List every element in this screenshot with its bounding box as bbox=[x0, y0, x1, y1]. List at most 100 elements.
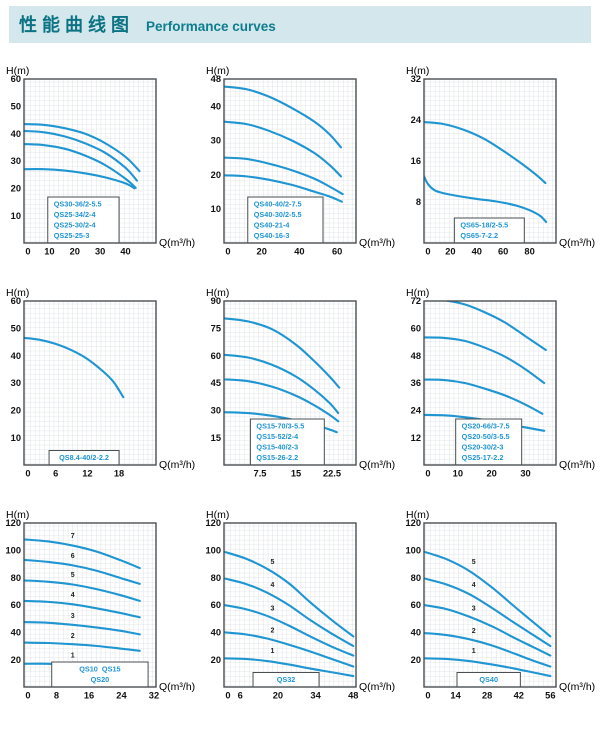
x-tick-label: 28 bbox=[482, 691, 492, 701]
x-axis-title: Q(m³/h) bbox=[159, 459, 195, 471]
curve-QS25-34/2-4 bbox=[24, 129, 139, 182]
y-tick-label: 48 bbox=[411, 351, 421, 361]
curve-QS40-21-4 bbox=[224, 156, 344, 196]
origin-label: 0 bbox=[225, 247, 230, 257]
curve-QS40-40/2-7.5 bbox=[224, 85, 342, 149]
curve-number-label: 4 bbox=[271, 582, 275, 589]
x-tick-label: 22.5 bbox=[323, 469, 341, 479]
y-tick-label: 40 bbox=[11, 351, 21, 361]
curve-number-label: 4 bbox=[472, 582, 476, 589]
chart-cell-qs40-series: QS40-40/2-7.5 QS40-30/2-5.5 QS40-21-4 QS40-… bbox=[202, 63, 402, 263]
legend-box bbox=[453, 217, 525, 244]
y-tick-label: 60 bbox=[11, 296, 21, 306]
y-tick-label: 120 bbox=[205, 518, 221, 528]
y-axis-title: H(m) bbox=[206, 287, 229, 299]
x-tick-label: 60 bbox=[332, 247, 342, 257]
page-title-cn: 性能曲线图 bbox=[19, 15, 134, 35]
chart-cell-qs40-stages: 5 4 3 2 1 QS40 20 40 60 80 100 120 14 28 42 56 0 H(m) Q(m³… bbox=[402, 507, 600, 707]
plot-border bbox=[423, 300, 557, 466]
x-tick-label: 20 bbox=[257, 247, 267, 257]
legend-entry: QS25-30/2-4 bbox=[54, 221, 97, 230]
x-tick-label: 30 bbox=[520, 469, 530, 479]
chart-cell-qs8-4: QS8.4-40/2-2.2 10 20 30 40 50 60 6 12 18 0 H(m) Q(m³… bbox=[2, 285, 202, 485]
x-tick-label: 20 bbox=[70, 247, 80, 257]
curve-number-label: 5 bbox=[71, 572, 75, 579]
curve-number-label: 1 bbox=[71, 653, 75, 660]
curve-QS40-16-3 bbox=[224, 174, 343, 203]
legend-entry: QS40 bbox=[479, 675, 498, 684]
legend-entry: QS25-34/2-4 bbox=[54, 210, 97, 219]
curve-7 bbox=[24, 538, 141, 570]
curve-QS40-30/2-5.5 bbox=[224, 120, 342, 178]
legend-entry: QS65-7-2.2 bbox=[460, 231, 498, 240]
y-tick-label: 80 bbox=[11, 573, 21, 583]
x-tick-label: 18 bbox=[114, 469, 124, 479]
x-tick-label: 32 bbox=[149, 691, 159, 701]
x-tick-label: 6 bbox=[238, 691, 243, 701]
curve-5 bbox=[24, 579, 141, 602]
x-tick-label: 12 bbox=[82, 469, 92, 479]
y-tick-label: 80 bbox=[211, 573, 221, 583]
legend-entry: QS20-30/2-3 bbox=[462, 443, 504, 452]
y-tick-label: 100 bbox=[5, 546, 21, 556]
x-axis-title: Q(m³/h) bbox=[359, 237, 395, 249]
curve-number-label: 3 bbox=[71, 613, 75, 620]
legend-box bbox=[47, 196, 120, 244]
y-tick-label: 60 bbox=[211, 600, 221, 610]
y-axis-title: H(m) bbox=[6, 65, 29, 77]
page-header: 性能曲线图 Performance curves bbox=[9, 6, 591, 43]
legend-entry: QS40-30/2-5.5 bbox=[254, 210, 302, 219]
curve-number-label: 1 bbox=[472, 648, 476, 655]
curve-6 bbox=[24, 558, 141, 585]
performance-chart-qs40-stages: 5 4 3 2 1 QS40 20 40 60 80 100 120 14 28 42 56 0 H(m) Q(m³… bbox=[405, 509, 595, 701]
curve-1 bbox=[424, 657, 552, 678]
y-tick-label: 60 bbox=[211, 351, 221, 361]
x-tick-label: 15 bbox=[291, 469, 301, 479]
y-tick-label: 50 bbox=[11, 324, 21, 334]
y-tick-label: 30 bbox=[11, 156, 21, 166]
plot-border bbox=[23, 78, 157, 244]
origin-label: 0 bbox=[25, 691, 30, 701]
y-tick-label: 60 bbox=[11, 600, 21, 610]
curve-number-label: 3 bbox=[271, 605, 275, 612]
y-tick-label: 30 bbox=[11, 378, 21, 388]
y-tick-label: 90 bbox=[211, 296, 221, 306]
y-tick-label: 40 bbox=[211, 628, 221, 638]
curves-group bbox=[224, 550, 355, 678]
curve-QS15-70/3-5.5 bbox=[224, 317, 341, 389]
x-tick-label: 42 bbox=[514, 691, 524, 701]
x-axis-title: Q(m³/h) bbox=[559, 459, 595, 471]
y-tick-label: 30 bbox=[211, 406, 221, 416]
legend-box bbox=[51, 661, 149, 688]
y-tick-label: 60 bbox=[11, 74, 21, 84]
curve-QS30-36/2-5.5 bbox=[24, 123, 141, 173]
performance-chart-qs8-4: QS8.4-40/2-2.2 10 20 30 40 50 60 6 12 18 0 H(m) Q(m³… bbox=[6, 287, 195, 479]
curves-group bbox=[224, 85, 344, 203]
plot-border bbox=[23, 522, 157, 688]
origin-label: 0 bbox=[425, 247, 430, 257]
legend-entry: QS10 QS15 bbox=[79, 665, 120, 674]
x-tick-label: 24 bbox=[116, 691, 127, 701]
y-tick-label: 32 bbox=[411, 74, 421, 84]
legend-entry: QS40-16-3 bbox=[254, 231, 290, 240]
curve-5 bbox=[424, 550, 552, 638]
y-tick-label: 100 bbox=[205, 546, 221, 556]
plot-grid bbox=[424, 79, 556, 243]
legend-entry: QS20 bbox=[91, 675, 110, 684]
x-tick-label: 30 bbox=[95, 247, 105, 257]
plot-border bbox=[423, 78, 557, 244]
x-tick-label: 48 bbox=[348, 691, 358, 701]
legend-entry: QS30-36/2-5.5 bbox=[54, 200, 102, 209]
performance-chart-qs32: 5 4 3 2 1 QS32 20 40 60 80 100 120 6 20 34 48 0 H(m) Q(m³/… bbox=[205, 509, 395, 701]
y-tick-label: 20 bbox=[11, 406, 21, 416]
y-tick-label: 120 bbox=[5, 518, 21, 528]
curve-5 bbox=[224, 550, 355, 638]
chart-cell-qs65: QS65-18/2-5.5 QS65-7-2.2 8 16 24 32 20 40 60 80 0 H… bbox=[402, 63, 600, 263]
y-tick-label: 20 bbox=[11, 655, 21, 665]
y-tick-label: 80 bbox=[411, 573, 421, 583]
curve-QS8.4-40/2-2.2 bbox=[24, 336, 125, 399]
